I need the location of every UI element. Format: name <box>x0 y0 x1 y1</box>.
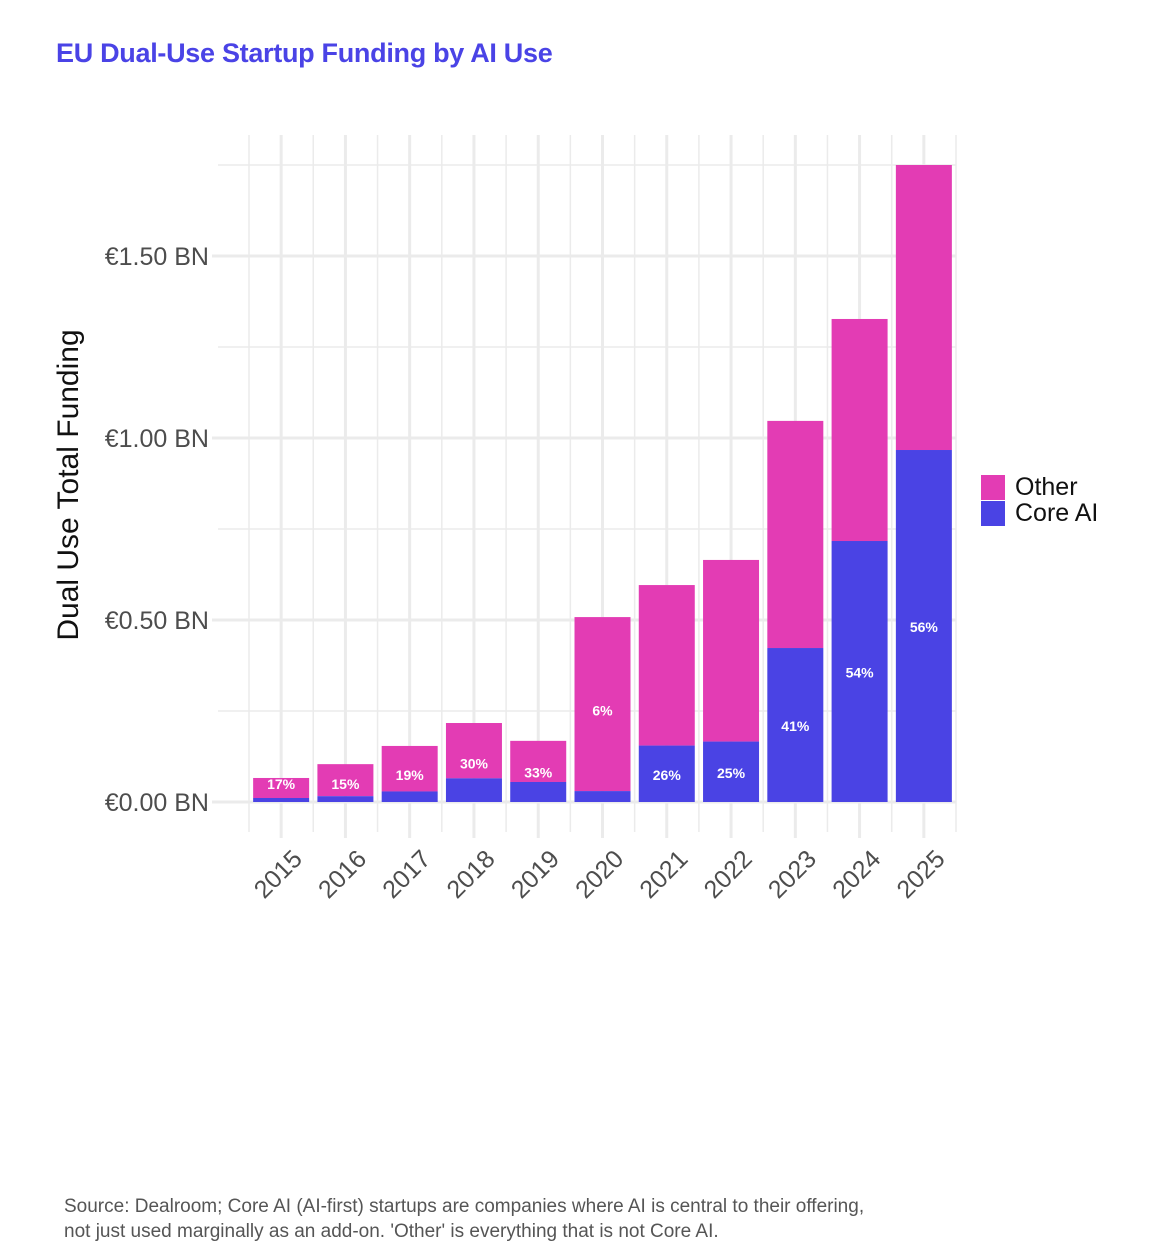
source-note-line-2: not just used marginally as an add-on. '… <box>64 1221 719 1242</box>
x-tick-label: 2023 <box>763 845 822 904</box>
bar-core-ai <box>574 791 631 802</box>
bar-core-ai <box>381 791 438 802</box>
data-label: 15% <box>331 776 360 792</box>
legend-item-core-ai: Core AI <box>981 498 1099 527</box>
bar-other <box>638 585 695 746</box>
y-tick-label: €0.50 BN <box>105 607 209 635</box>
legend-swatch-core-ai <box>981 500 1005 526</box>
x-tick-label: 2025 <box>891 845 950 904</box>
source-note-line-1: Source: Dealroom; Core AI (AI-first) sta… <box>64 1196 865 1217</box>
bar-core-ai <box>895 450 952 802</box>
data-label: 56% <box>910 619 939 635</box>
legend-swatch-other <box>981 474 1005 500</box>
x-tick-label: 2016 <box>313 845 372 904</box>
y-tick-label: €1.50 BN <box>105 243 209 271</box>
bar-other <box>253 777 310 798</box>
data-label: 41% <box>781 718 810 734</box>
x-tick-label: 2021 <box>634 845 693 904</box>
bar-core-ai <box>445 778 502 802</box>
bar-core-ai <box>510 781 567 802</box>
bar-other <box>703 559 760 742</box>
x-axis: 2015 2016 2017 2018 2019 2020 2021 2022 2023 2024… <box>249 832 951 904</box>
y-tick-label: €1.00 BN <box>105 425 209 453</box>
source-note: Source: Dealroom; Core AI (AI-first) sta… <box>64 1194 864 1244</box>
bar-other <box>895 165 952 451</box>
data-label: 6% <box>592 703 613 719</box>
bar-other <box>381 745 438 792</box>
bar-core-ai <box>317 796 374 802</box>
data-label: 25% <box>717 765 746 781</box>
legend-label-core-ai: Core AI <box>1015 498 1099 527</box>
data-label: 30% <box>460 756 489 772</box>
x-tick-label: 2019 <box>506 845 565 904</box>
bar-other <box>767 420 824 649</box>
legend-item-other: Other <box>981 472 1098 501</box>
bar-core-ai <box>253 797 310 802</box>
bar-other <box>574 617 631 792</box>
bar-core-ai <box>831 541 888 802</box>
data-label: 19% <box>396 767 425 783</box>
bar-core-ai <box>767 648 824 802</box>
x-tick-label: 2024 <box>827 845 886 904</box>
bar-other <box>831 318 888 542</box>
x-tick-label: 2017 <box>377 845 436 904</box>
x-tick-label: 2015 <box>249 845 308 904</box>
legend-label-other: Other <box>1015 472 1078 501</box>
data-label: 54% <box>846 665 875 681</box>
legend: Other Core AI <box>981 472 1099 527</box>
x-tick-label: 2018 <box>442 845 501 904</box>
data-label: 26% <box>653 767 682 783</box>
bar-other <box>317 764 374 797</box>
data-labels-layer: 17% 15% 19% 30% 33% 6% 26% 25% 41% 54% 56% <box>267 619 938 792</box>
y-axis-title: Dual Use Total Funding <box>52 329 85 640</box>
x-tick-label: 2020 <box>570 845 629 904</box>
bar-other <box>445 723 502 779</box>
bars-layer <box>253 165 952 802</box>
bar-core-ai <box>703 741 760 802</box>
data-label: 33% <box>524 764 553 780</box>
data-label: 17% <box>267 776 296 792</box>
bar-core-ai <box>638 745 695 802</box>
x-tick-label: 2022 <box>699 845 758 904</box>
y-tick-label: €0.00 BN <box>105 789 209 817</box>
chart-title: EU Dual-Use Startup Funding by AI Use <box>56 38 553 68</box>
y-axis: €0.00 BN €0.50 BN €1.00 BN €1.50 BN <box>105 243 218 817</box>
bar-other <box>510 740 567 782</box>
